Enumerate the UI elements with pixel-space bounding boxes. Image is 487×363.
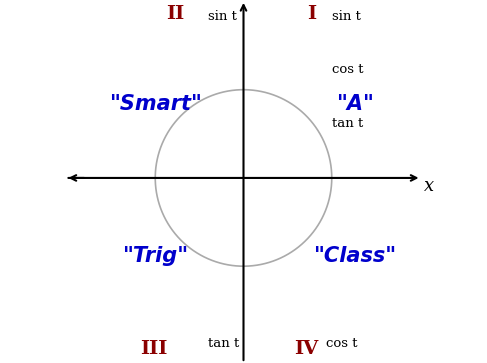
Text: cos t: cos t [326, 337, 357, 350]
Text: "Class": "Class" [313, 246, 396, 266]
Text: II: II [166, 5, 184, 23]
Text: sin t: sin t [208, 10, 237, 23]
Text: I: I [307, 5, 317, 23]
Text: III: III [140, 340, 168, 358]
Text: IV: IV [294, 340, 318, 358]
Text: x: x [424, 178, 434, 196]
Text: "A": "A" [336, 94, 374, 114]
Text: "Smart": "Smart" [109, 94, 202, 114]
Text: sin t: sin t [332, 10, 361, 23]
Text: tan t: tan t [208, 337, 239, 350]
Text: "Trig": "Trig" [122, 246, 188, 266]
Text: cos t: cos t [332, 64, 363, 77]
Text: tan t: tan t [332, 117, 363, 130]
